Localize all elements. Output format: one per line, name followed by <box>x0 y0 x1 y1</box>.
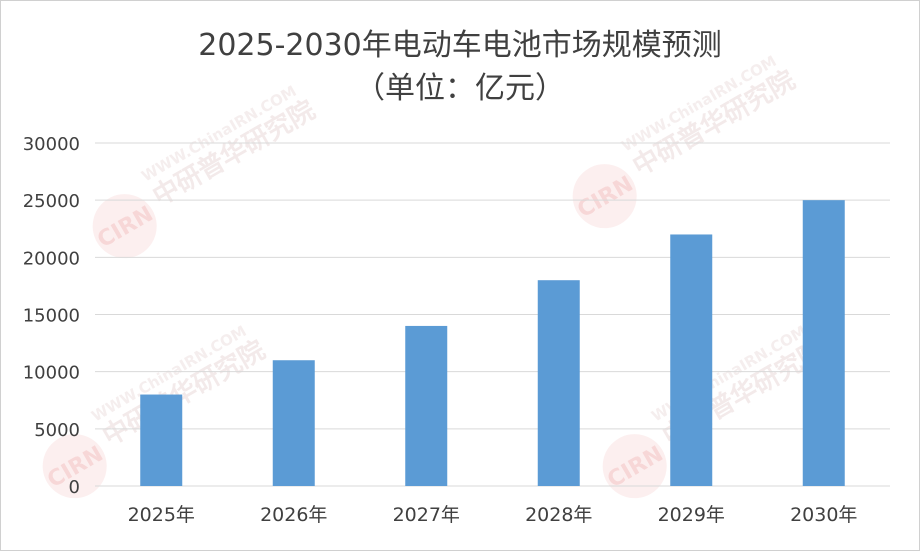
bar-2 <box>272 360 315 486</box>
watermark-logo-circle <box>42 434 107 499</box>
x-tick-label: 2027年 <box>393 504 460 526</box>
bar-6 <box>802 200 845 486</box>
y-tick-label: 15000 <box>23 306 80 327</box>
bar-3 <box>405 325 448 486</box>
chart-title: 2025-2030年电动车电池市场规模预测 <box>198 28 722 63</box>
y-tick-label: 20000 <box>23 248 80 269</box>
gridlines <box>95 142 890 487</box>
chart-subtitle: （单位：亿元） <box>355 71 565 106</box>
watermark-logo-circle <box>572 164 637 229</box>
x-tick-label: 2030年 <box>790 504 857 526</box>
bars <box>140 200 845 486</box>
x-axis-ticks: 2025年 2026年 2027年 2028年 2029年 2030年 <box>128 504 858 526</box>
y-tick-label: 10000 <box>23 363 80 384</box>
x-tick-label: 2025年 <box>128 504 195 526</box>
x-tick-label: 2028年 <box>525 504 592 526</box>
bar-5 <box>670 234 713 486</box>
y-tick-label: 5000 <box>34 420 80 441</box>
watermark-logo-circle <box>92 194 157 259</box>
bar-4 <box>537 280 580 486</box>
y-tick-label: 30000 <box>23 134 80 155</box>
y-tick-label: 0 <box>69 477 80 498</box>
x-tick-label: 2026年 <box>260 504 327 526</box>
bar-1 <box>140 394 183 486</box>
y-axis-ticks: 0 5000 10000 15000 20000 25000 30000 <box>23 134 80 498</box>
watermark-logo-circle <box>602 434 667 499</box>
x-tick-label: 2029年 <box>658 504 725 526</box>
y-tick-label: 25000 <box>23 191 80 212</box>
